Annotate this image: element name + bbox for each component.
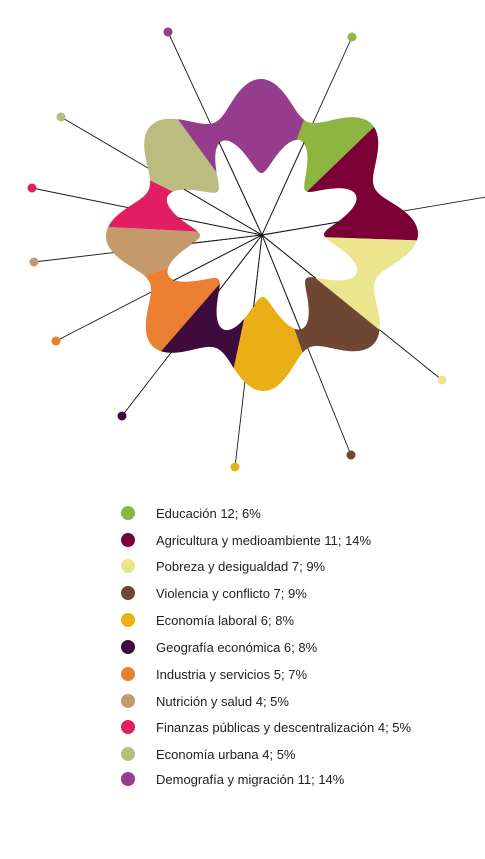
ring-segment (177, 79, 304, 173)
ring-segment (233, 297, 303, 391)
legend-swatch (121, 772, 135, 786)
legend-label: Geografía económica 6; 8% (156, 640, 318, 655)
spoke-line (261, 142, 305, 236)
spoke-line (253, 234, 263, 307)
callout-dot (437, 375, 447, 385)
spoke-line (261, 234, 316, 279)
legend-item-educacion: Educación 12; 6% (121, 505, 485, 521)
ring-segment (306, 126, 418, 241)
spoke-line (218, 234, 263, 292)
legend-item-finanzas: Finanzas públicas y descentralización 4;… (121, 719, 485, 735)
legend-swatch (121, 613, 135, 627)
legend-swatch (121, 506, 135, 520)
legend-item-geografia: Geografía económica 6; 8% (121, 639, 485, 655)
callout-dot (346, 450, 356, 460)
legend-swatch (121, 559, 135, 573)
legend-swatch (121, 720, 135, 734)
legend-item-agricultura: Agricultura y medioambiente 11; 14% (121, 532, 485, 548)
ring-segment (144, 118, 219, 193)
callout-dot (230, 462, 240, 472)
legend-label: Violencia y conflicto 7; 9% (156, 586, 307, 601)
legend-item-nutricion: Nutrición y salud 4; 5% (121, 693, 485, 709)
spoke-line (173, 234, 263, 281)
legend-label: Demografía y migración 11; 14% (156, 772, 345, 787)
callout-dot (163, 27, 173, 37)
ring-segment (108, 180, 198, 232)
legend-item-demografia: Demografía y migración 11; 14% (121, 771, 485, 787)
legend-label: Industria y servicios 5; 7% (156, 667, 308, 682)
legend-item-industria: Industria y servicios 5; 7% (121, 666, 485, 682)
legend-swatch (121, 640, 135, 654)
callout-dot (29, 257, 39, 267)
legend-label: Agricultura y medioambiente 11; 14% (156, 533, 372, 548)
legend-label: Nutrición y salud 4; 5% (156, 694, 289, 709)
legend-swatch (121, 533, 135, 547)
legend-swatch (121, 747, 135, 761)
legend-label: Educación 12; 6% (156, 506, 261, 521)
callout-dot (27, 183, 37, 193)
spoke-line (261, 221, 339, 236)
callout-dot (56, 112, 66, 122)
spoke-line (218, 141, 263, 236)
spoke-line (261, 234, 301, 331)
legend-item-violencia: Violencia y conflicto 7; 9% (121, 585, 485, 601)
legend-swatch (121, 586, 135, 600)
spoke-line (183, 188, 263, 236)
ring-segment (144, 267, 220, 352)
ring-segment (160, 283, 245, 369)
legend-label: Economía laboral 6; 8% (156, 613, 295, 628)
callout-dot (117, 411, 127, 421)
spoke-line (192, 234, 263, 244)
legend-item-pobreza: Pobreza y desigualdad 7; 9% (121, 558, 485, 574)
legend-item-economia-urbana: Economía urbana 4; 5% (121, 746, 485, 762)
legend-label: Finanzas públicas y descentralización 4;… (156, 720, 412, 735)
wavy-ring-chart (27, 27, 485, 472)
ring-segment (314, 237, 417, 331)
spoke-line (178, 217, 263, 236)
ring-segment (294, 277, 380, 353)
legend-label: Pobreza y desigualdad 7; 9% (156, 559, 326, 574)
callout-dot (347, 32, 357, 42)
legend-label: Economía urbana 4; 5% (156, 747, 296, 762)
callout-dot (51, 336, 61, 346)
legend-item-economia-laboral: Economía laboral 6; 8% (121, 612, 485, 628)
legend-swatch (121, 694, 135, 708)
ring-segment (106, 226, 200, 276)
legend-swatch (121, 667, 135, 681)
